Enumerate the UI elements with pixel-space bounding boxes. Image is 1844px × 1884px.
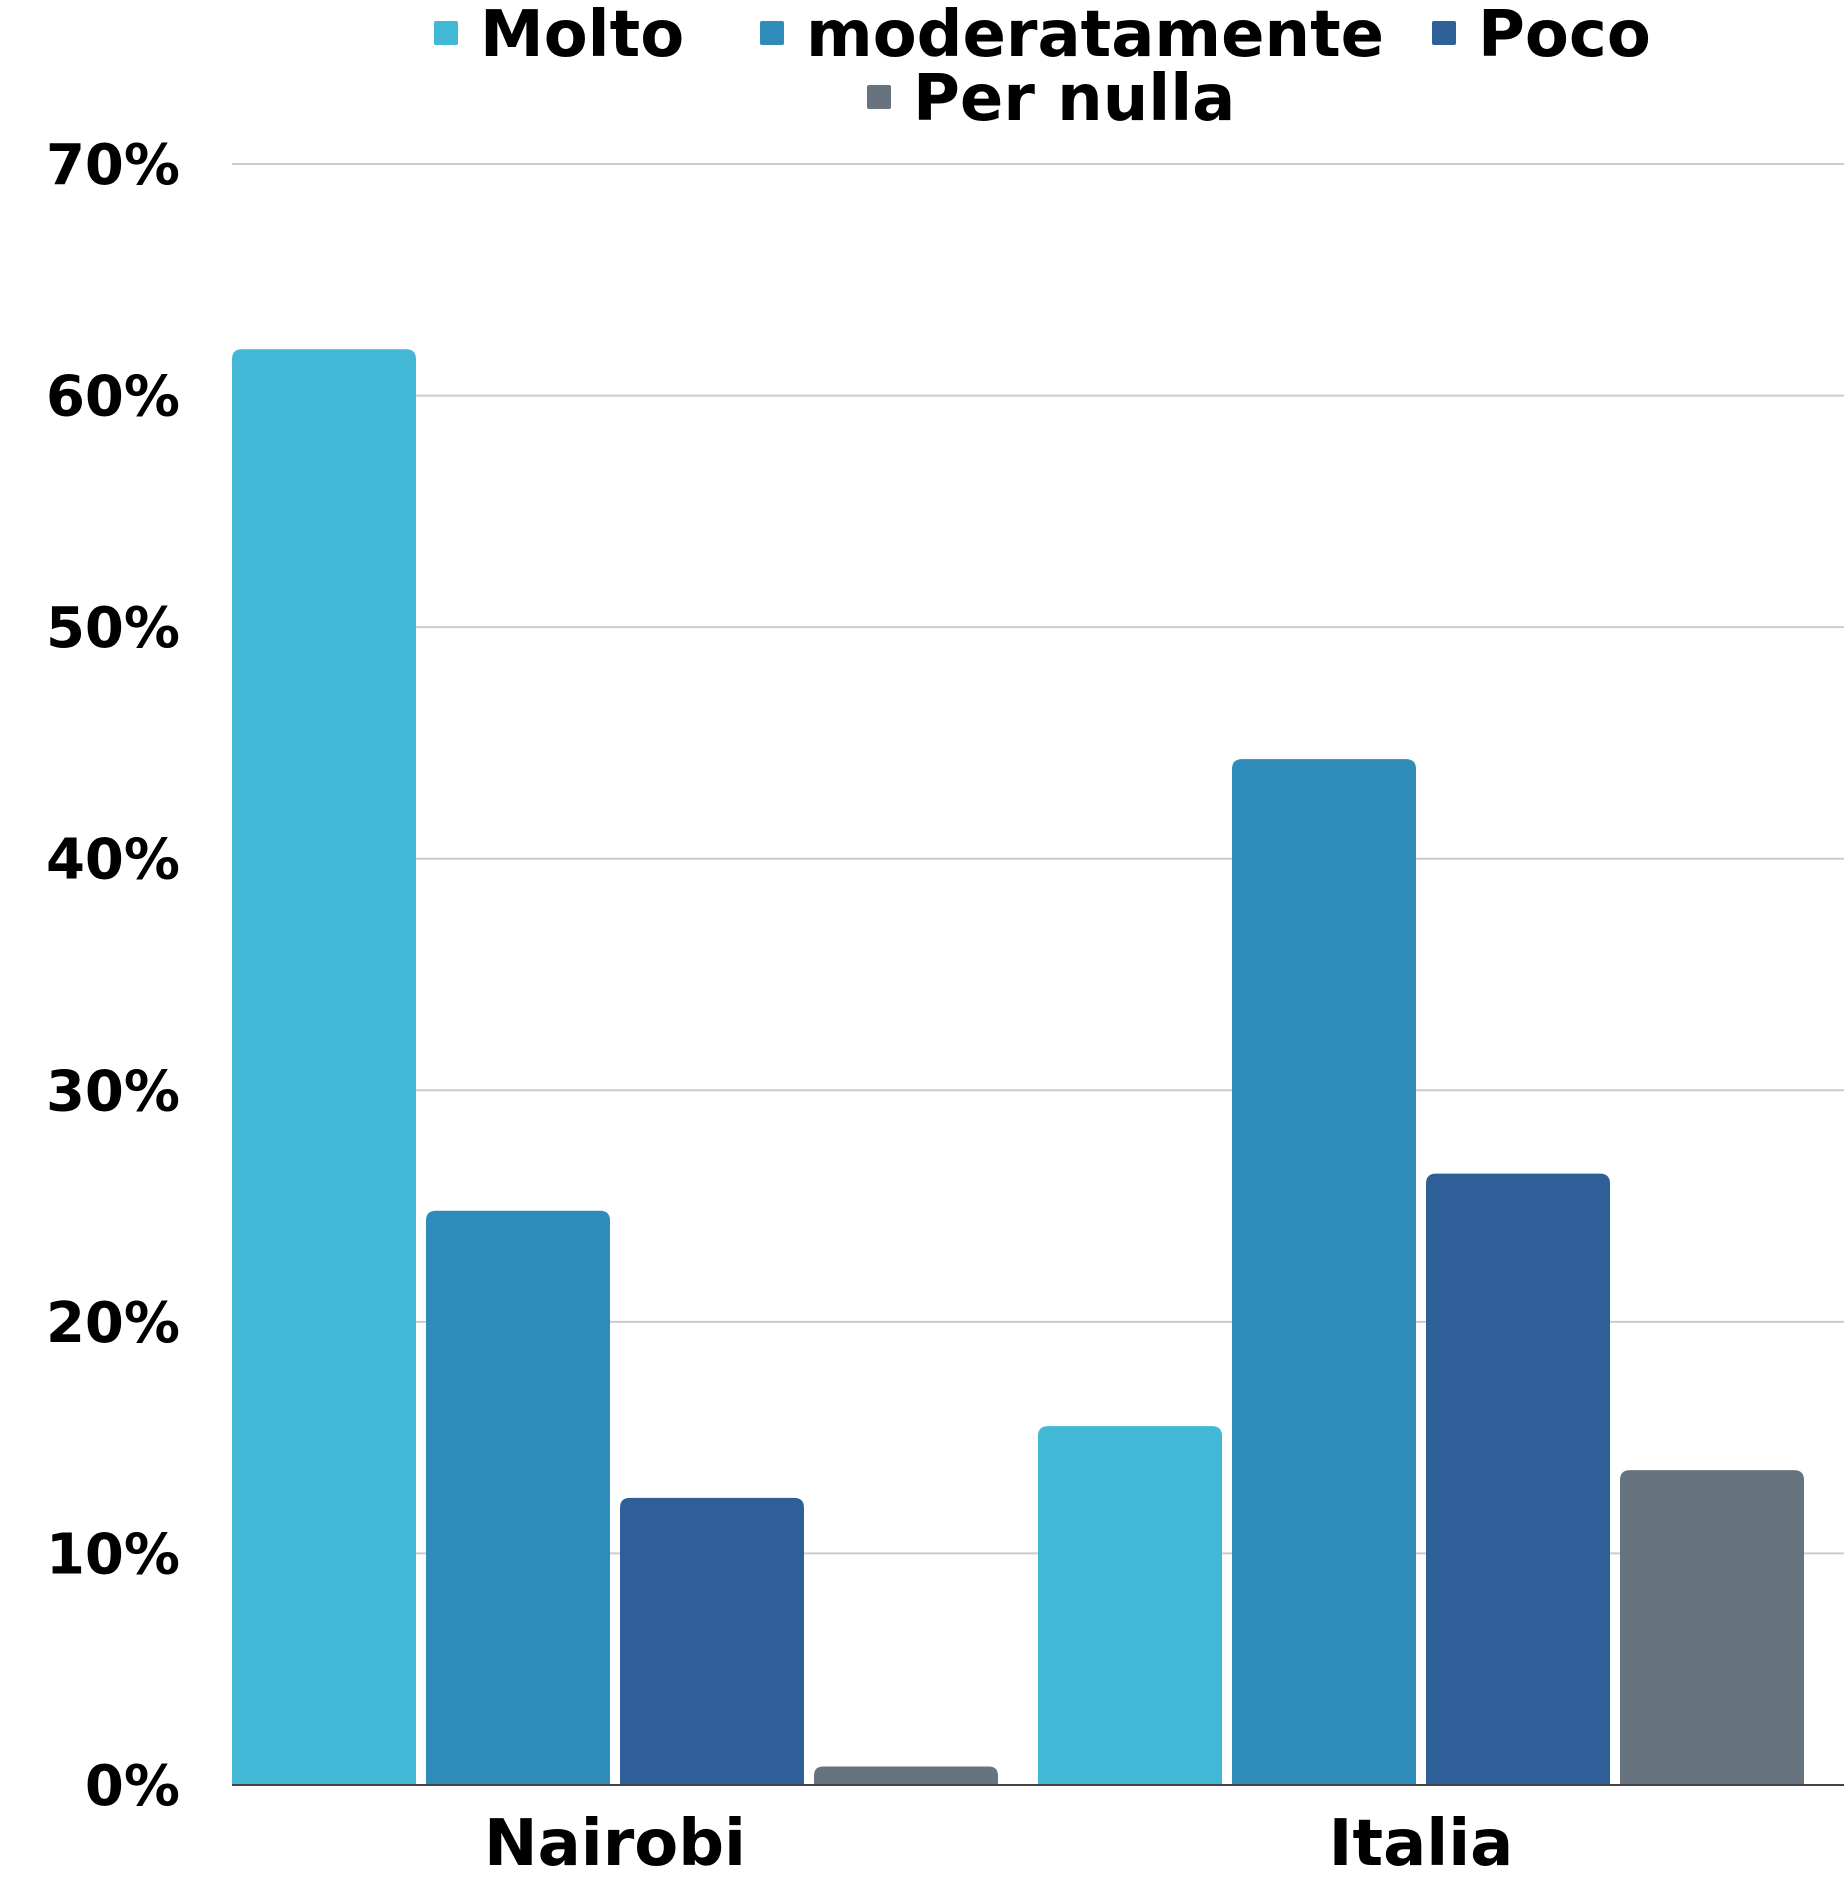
y-tick-label: 10%	[46, 1522, 180, 1587]
legend-item-moderatamente: moderatamente	[760, 0, 1384, 72]
y-tick-label: 30%	[46, 1059, 180, 1124]
y-tick-label: 60%	[46, 365, 180, 430]
legend-swatch	[760, 21, 784, 45]
y-tick-label: 50%	[46, 596, 180, 661]
legend-item-molto: Molto	[434, 0, 684, 72]
y-tick-label: 70%	[46, 133, 180, 198]
bar-poco-nairobi	[620, 1497, 804, 1785]
legend-label: Molto	[480, 0, 684, 72]
bar-poco-italia	[1426, 1173, 1610, 1785]
legend-label: Per nulla	[913, 62, 1235, 136]
legend-label: Poco	[1478, 0, 1651, 72]
bar-moderatamente-nairobi	[426, 1210, 610, 1785]
legend-label: moderatamente	[806, 0, 1384, 72]
bar-per-nulla-italia	[1620, 1470, 1804, 1785]
x-category-label: Italia	[1329, 1807, 1514, 1880]
legend-item-poco: Poco	[1432, 0, 1651, 72]
legend-swatch	[1432, 21, 1456, 45]
bar-molto-italia	[1038, 1426, 1222, 1785]
legend-swatch	[867, 85, 891, 109]
bars	[232, 349, 1804, 1786]
x-category-label: Nairobi	[484, 1807, 746, 1880]
legend: Molto moderatamente Poco Per nulla	[434, 0, 1651, 136]
bar-molto-nairobi	[232, 349, 416, 1786]
legend-item-per-nulla: Per nulla	[867, 62, 1235, 136]
y-tick-label: 40%	[46, 828, 180, 893]
bar-moderatamente-italia	[1232, 759, 1416, 1785]
legend-swatch	[434, 21, 458, 45]
y-tick-label: 0%	[85, 1754, 180, 1819]
y-tick-label: 20%	[46, 1291, 180, 1356]
bar-per-nulla-nairobi	[814, 1766, 998, 1785]
axes: 0% 10% 20% 30% 40% 50% 60% 70% Nairobi Italia	[46, 133, 1844, 1881]
